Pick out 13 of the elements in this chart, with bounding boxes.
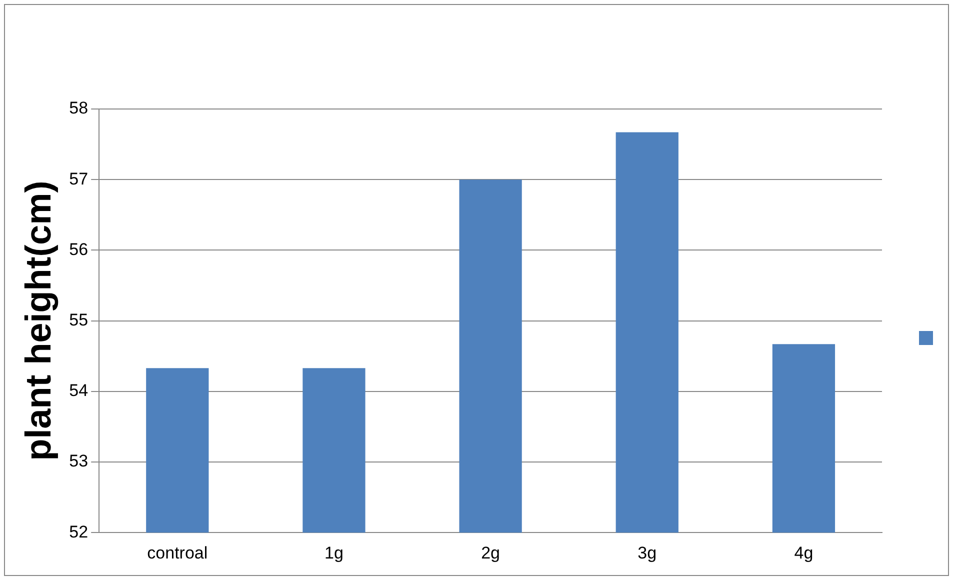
y-tick-label: 53 [69,452,88,471]
y-axis-title: plant height(cm) [18,180,59,461]
y-tick-label: 58 [69,98,88,118]
x-tick-label: 3g [638,543,657,562]
y-tick-label: 57 [69,169,88,188]
y-tick-label: 56 [69,240,88,259]
x-tick-label: 4g [794,543,814,562]
y-tick-label: 55 [69,310,88,330]
y-tick-label: 54 [69,381,88,400]
x-tick-label: 1g [324,543,344,562]
x-tick-label: 2g [481,543,500,562]
x-tick-label: controal [147,543,208,562]
y-tick-label: 52 [69,522,88,542]
